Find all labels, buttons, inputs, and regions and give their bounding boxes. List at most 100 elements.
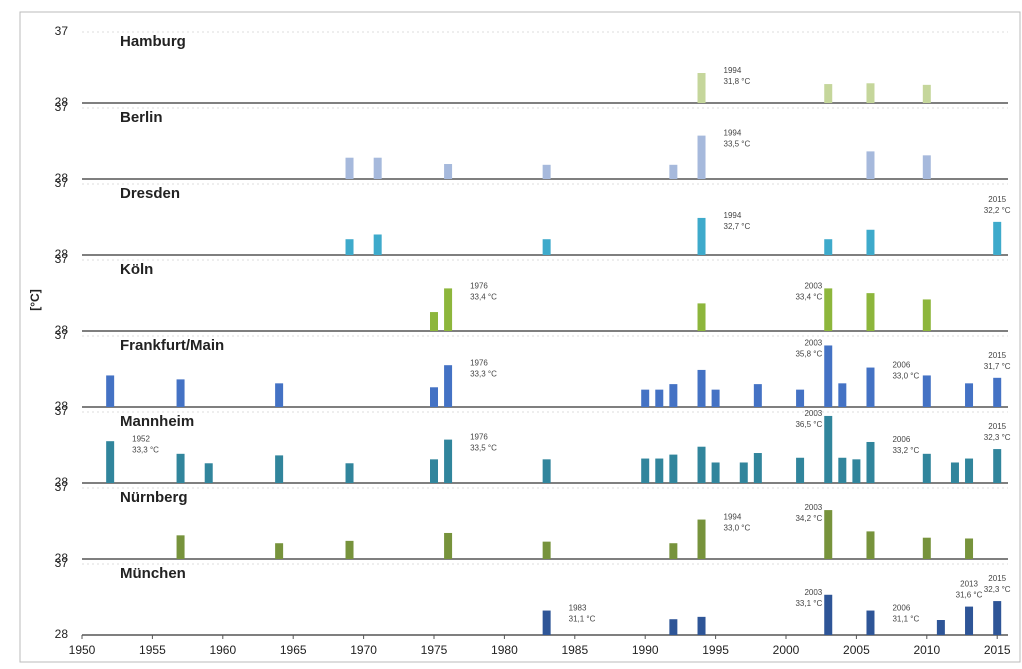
annotation-year: 1976 (470, 358, 488, 367)
bar (542, 541, 551, 559)
annotation-value: 32,2 °C (984, 206, 1011, 215)
annotation-value: 33,5 °C (470, 444, 497, 453)
x-tick-label: 2010 (913, 643, 940, 657)
bar (936, 620, 945, 635)
bar (922, 453, 931, 483)
annotation-value: 32,3 °C (984, 585, 1011, 594)
annotation-value: 31,6 °C (956, 591, 983, 600)
bar (176, 453, 185, 483)
bar (824, 84, 833, 103)
annotation-year: 2003 (804, 409, 822, 418)
bar (655, 389, 664, 407)
annotation-value: 31,7 °C (984, 362, 1011, 371)
bar (866, 367, 875, 407)
bar (176, 379, 185, 407)
y-tick-label: 28 (55, 247, 69, 261)
annotation-year: 1976 (470, 433, 488, 442)
bar (711, 462, 720, 483)
annotation-value: 33,1 °C (795, 599, 822, 608)
x-tick-label: 1965 (280, 643, 307, 657)
bar (950, 462, 959, 483)
bar (444, 164, 453, 179)
annotation-year: 2006 (892, 361, 910, 370)
y-tick-label: 28 (55, 475, 69, 489)
annotation-value: 33,4 °C (795, 293, 822, 302)
annotation-value: 36,5 °C (795, 420, 822, 429)
bar (838, 383, 847, 407)
bar (965, 538, 974, 559)
y-tick-label: 28 (55, 171, 69, 185)
bar (641, 389, 650, 407)
x-tick-label: 2005 (843, 643, 870, 657)
panel-title: München (120, 565, 186, 582)
y-tick-label: 37 (55, 252, 69, 266)
bar (444, 365, 453, 407)
bar (993, 377, 1002, 407)
panel-title: Frankfurt/Main (120, 337, 224, 354)
annotation-value: 33,0 °C (724, 524, 751, 533)
bar (753, 384, 762, 407)
bar (838, 457, 847, 483)
bar (753, 453, 762, 483)
annotation-value: 32,3 °C (984, 433, 1011, 442)
annotation-year: 2003 (804, 588, 822, 597)
bar (669, 164, 678, 179)
x-tick-label: 1985 (561, 643, 588, 657)
bar (106, 375, 115, 407)
bar (655, 458, 664, 483)
panel-title: Dresden (120, 185, 180, 202)
y-tick-label: 37 (55, 404, 69, 418)
annotation-value: 35,8 °C (795, 350, 822, 359)
bar (275, 383, 284, 407)
annotation-year: 1983 (569, 604, 587, 613)
annotation-value: 31,1 °C (569, 615, 596, 624)
bar (176, 535, 185, 559)
y-tick-label: 28 (55, 399, 69, 413)
bar (697, 217, 706, 255)
panel-title: Mannheim (120, 413, 194, 430)
annotation-year: 1952 (132, 434, 150, 443)
bar (965, 606, 974, 635)
panel-title: Hamburg (120, 33, 186, 50)
x-tick-label: 1995 (702, 643, 729, 657)
annotation-year: 1994 (724, 66, 742, 75)
bar (922, 537, 931, 559)
bar (697, 303, 706, 331)
bar (697, 369, 706, 407)
bar (824, 510, 833, 559)
panel-title: Köln (120, 261, 153, 278)
x-tick-label: 1990 (632, 643, 659, 657)
bar (345, 157, 354, 179)
x-tick-label: 2015 (984, 643, 1011, 657)
bar (430, 312, 438, 331)
bar (373, 234, 382, 255)
x-tick-label: 2000 (773, 643, 800, 657)
bar (993, 601, 1002, 635)
bar (542, 459, 551, 483)
x-tick-label: 1975 (421, 643, 448, 657)
bar (824, 594, 833, 635)
bar (275, 455, 284, 483)
annotation-year: 1994 (724, 513, 742, 522)
bar (922, 155, 931, 179)
y-axis-label: [°C] (28, 289, 42, 310)
annotation-year: 2015 (988, 574, 1006, 583)
annotation-year: 2003 (804, 503, 822, 512)
bar (866, 610, 875, 635)
bar (345, 239, 354, 255)
bar (697, 616, 706, 635)
bar (669, 384, 678, 407)
bar (824, 239, 833, 255)
annotation-year: 2013 (960, 580, 978, 589)
bar (542, 610, 551, 635)
annotation-year: 2015 (988, 195, 1006, 204)
bar (204, 463, 213, 483)
annotation-year: 2003 (804, 339, 822, 348)
bar (866, 293, 875, 331)
bar (697, 135, 706, 179)
annotation-value: 33,3 °C (470, 369, 497, 378)
x-tick-label: 1955 (139, 643, 166, 657)
annotation-value: 34,2 °C (795, 514, 822, 523)
bar (866, 83, 875, 103)
